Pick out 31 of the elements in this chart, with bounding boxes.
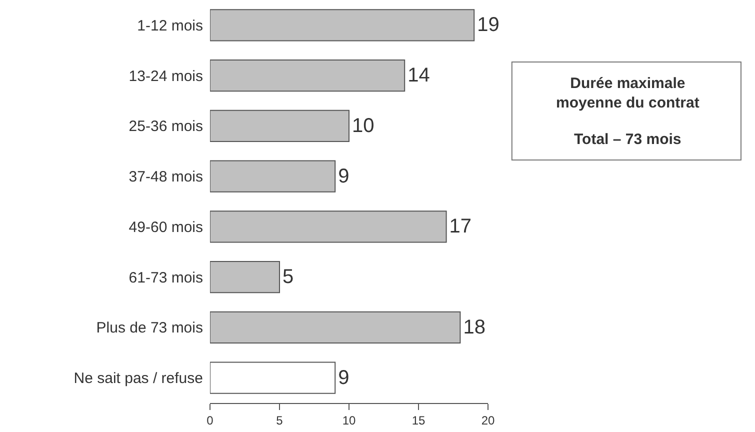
y-tick-label: Ne sait pas / refuse bbox=[74, 370, 203, 388]
data-label: 14 bbox=[408, 64, 430, 87]
y-tick-label: 37-48 mois bbox=[128, 168, 203, 186]
y-tick-label: 1-12 mois bbox=[137, 17, 203, 34]
bar bbox=[210, 59, 406, 92]
y-tick-label: 25-36 mois bbox=[128, 118, 203, 136]
data-label: 18 bbox=[463, 316, 486, 338]
data-label: 9 bbox=[338, 165, 350, 188]
bar bbox=[210, 362, 336, 394]
x-tick-label: 10 bbox=[342, 413, 356, 428]
y-tick-label: 61-73 mois bbox=[128, 269, 203, 286]
data-label: 9 bbox=[338, 366, 350, 389]
bar bbox=[210, 311, 461, 344]
x-tick-label: 5 bbox=[276, 413, 284, 428]
data-label: 19 bbox=[477, 14, 500, 36]
bar bbox=[210, 9, 475, 42]
x-tick-label: 20 bbox=[481, 413, 495, 428]
text: Total – 73 mois bbox=[574, 131, 682, 148]
data-label: 10 bbox=[352, 114, 374, 137]
x-tick-label: 0 bbox=[206, 413, 214, 428]
bar bbox=[210, 110, 350, 142]
bar bbox=[210, 260, 280, 294]
text: Durée maximale moyenne du contrat bbox=[556, 75, 700, 112]
y-tick-label: Plus de 73 mois bbox=[96, 320, 203, 337]
bar bbox=[210, 210, 447, 243]
y-tick-label: 49-60 mois bbox=[128, 218, 203, 236]
x-tick-label: 15 bbox=[412, 413, 426, 428]
bar bbox=[210, 160, 336, 192]
y-tick-label: 13-24 mois bbox=[128, 68, 203, 85]
data-label: 5 bbox=[282, 266, 294, 288]
data-label: 17 bbox=[449, 216, 472, 238]
